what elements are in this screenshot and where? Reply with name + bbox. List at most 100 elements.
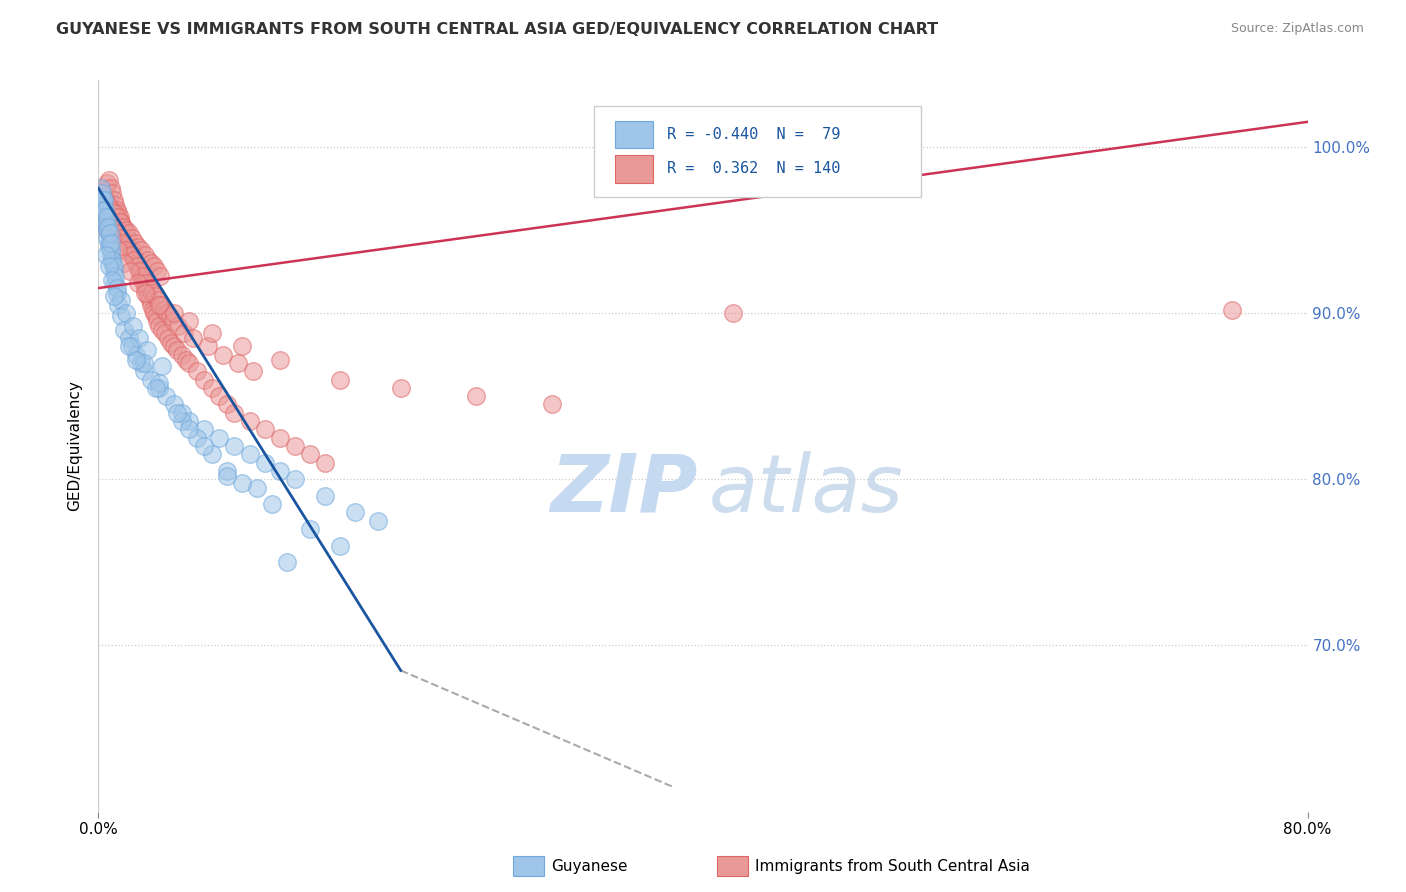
- Point: [103, 206, 125, 220]
- Point: [101, 186, 124, 201]
- Point: [124, 236, 146, 251]
- Point: [389, 381, 412, 395]
- Point: [100, 202, 122, 217]
- Point: [91, 198, 114, 212]
- Point: [186, 364, 208, 378]
- Point: [193, 372, 215, 386]
- Point: [329, 372, 352, 386]
- Point: [136, 252, 159, 267]
- Point: [96, 177, 118, 191]
- Text: R =  0.362  N = 140: R = 0.362 N = 140: [666, 161, 841, 177]
- Point: [269, 464, 291, 478]
- Point: [143, 306, 166, 320]
- Point: [96, 210, 118, 224]
- Point: [91, 198, 114, 212]
- Point: [125, 348, 148, 362]
- Point: [132, 269, 155, 284]
- Point: [101, 219, 124, 234]
- Text: Immigrants from South Central Asia: Immigrants from South Central Asia: [755, 859, 1031, 873]
- Point: [131, 273, 153, 287]
- Point: [98, 214, 121, 228]
- Point: [1220, 302, 1243, 317]
- Point: [201, 447, 224, 461]
- Point: [163, 339, 186, 353]
- Point: [96, 223, 118, 237]
- Point: [162, 314, 184, 328]
- Point: [141, 286, 163, 301]
- Point: [170, 348, 193, 362]
- Point: [242, 364, 264, 378]
- Point: [239, 414, 262, 428]
- Point: [131, 243, 153, 257]
- Point: [138, 281, 160, 295]
- Point: [146, 314, 169, 328]
- Point: [186, 431, 208, 445]
- Point: [170, 406, 193, 420]
- Point: [121, 231, 143, 245]
- Point: [96, 231, 118, 245]
- Point: [156, 306, 179, 320]
- Point: [148, 376, 170, 390]
- Text: Source: ZipAtlas.com: Source: ZipAtlas.com: [1230, 22, 1364, 36]
- Point: [163, 397, 186, 411]
- Point: [112, 223, 135, 237]
- Point: [146, 293, 169, 307]
- Point: [299, 522, 322, 536]
- Point: [120, 239, 142, 253]
- Point: [118, 331, 141, 345]
- Point: [150, 323, 173, 337]
- Point: [114, 306, 136, 320]
- Point: [104, 269, 127, 284]
- Point: [159, 310, 181, 324]
- Point: [262, 497, 284, 511]
- Point: [110, 214, 132, 228]
- Point: [231, 339, 253, 353]
- Point: [93, 202, 115, 217]
- Point: [96, 210, 118, 224]
- Point: [90, 206, 112, 220]
- Point: [101, 231, 124, 245]
- Point: [153, 326, 176, 340]
- Point: [135, 286, 157, 301]
- Point: [93, 189, 115, 203]
- Point: [132, 364, 155, 378]
- Point: [314, 489, 336, 503]
- Point: [145, 264, 167, 278]
- Text: R = -0.440  N =  79: R = -0.440 N = 79: [666, 127, 841, 142]
- Point: [299, 447, 322, 461]
- Point: [120, 264, 142, 278]
- Point: [226, 356, 249, 370]
- Point: [98, 173, 121, 187]
- Point: [179, 356, 201, 370]
- Point: [110, 214, 132, 228]
- Point: [145, 381, 167, 395]
- Point: [125, 260, 148, 274]
- Point: [149, 269, 172, 284]
- Point: [103, 289, 125, 303]
- Point: [98, 239, 121, 253]
- Point: [253, 456, 276, 470]
- FancyBboxPatch shape: [614, 155, 654, 183]
- Point: [103, 260, 125, 274]
- Point: [132, 276, 155, 290]
- FancyBboxPatch shape: [614, 120, 654, 148]
- Point: [269, 431, 291, 445]
- Point: [723, 306, 745, 320]
- Point: [91, 193, 114, 207]
- Point: [284, 439, 307, 453]
- Point: [148, 381, 170, 395]
- Point: [105, 281, 128, 295]
- Point: [125, 256, 148, 270]
- Point: [141, 372, 163, 386]
- Point: [179, 422, 201, 436]
- Point: [127, 260, 149, 274]
- Point: [181, 331, 204, 345]
- Point: [94, 214, 117, 228]
- Point: [201, 326, 224, 340]
- Point: [105, 286, 128, 301]
- Point: [94, 219, 117, 234]
- Point: [114, 243, 136, 257]
- Point: [103, 264, 125, 278]
- Point: [128, 264, 150, 278]
- Point: [108, 231, 131, 245]
